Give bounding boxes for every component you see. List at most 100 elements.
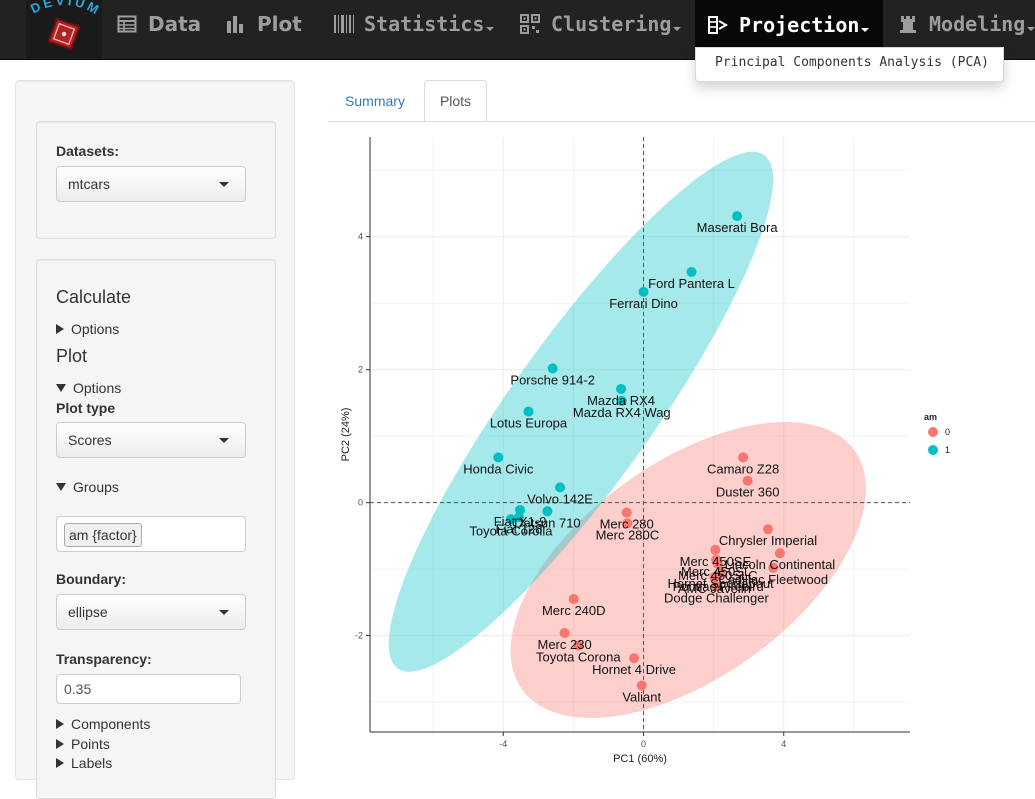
point-label: Chrysler Imperial xyxy=(719,533,817,548)
caret-down-icon xyxy=(486,27,495,31)
boundary-value: ellipse xyxy=(68,604,108,620)
data-point xyxy=(762,524,773,535)
data-point xyxy=(774,548,785,559)
point-label: Ferrari Dino xyxy=(609,296,678,311)
points-toggle-label: Points xyxy=(71,736,110,752)
data-point xyxy=(573,640,584,651)
group-ellipses xyxy=(388,151,866,718)
point-label: Hornet Sportabout xyxy=(668,576,775,591)
point-label: Honda Civic xyxy=(463,461,534,476)
data-point xyxy=(636,680,647,691)
nav-plot[interactable]: Plot xyxy=(226,0,302,48)
point-label: Fiat 128 xyxy=(496,521,543,536)
triangle-down-icon xyxy=(56,483,66,491)
data-point xyxy=(523,406,534,417)
caret-down-icon xyxy=(1027,27,1035,31)
grid xyxy=(370,137,910,732)
dataset-select[interactable]: mtcars xyxy=(56,166,246,202)
point-label: Toyota Corona xyxy=(536,650,621,665)
point-label: Toyota Corolla xyxy=(469,523,553,538)
menu-item-pca[interactable]: Principal Components Analysis (PCA) xyxy=(715,55,989,70)
caret-down-icon xyxy=(219,182,229,187)
pca-options-well: Calculate Options Plot Options Plot type… xyxy=(36,259,276,799)
datasets-label: Datasets: xyxy=(56,143,120,159)
projection-icon xyxy=(708,15,730,35)
point-label: Cadillac Fleetwood xyxy=(718,572,828,587)
ellipse-group-0 xyxy=(510,422,866,718)
labels-toggle-label: Labels xyxy=(71,755,113,771)
plot-type-value: Scores xyxy=(68,432,112,448)
dataset-select-value: mtcars xyxy=(68,176,110,192)
caret-down-icon xyxy=(219,610,229,615)
calculate-options-toggle[interactable]: Options xyxy=(56,321,119,337)
x-tick-label: -4 xyxy=(499,739,507,749)
tab-summary[interactable]: Summary xyxy=(345,93,405,109)
groups-tag[interactable]: am {factor} xyxy=(64,523,142,547)
nav-clustering[interactable]: Clustering xyxy=(520,0,682,48)
calculate-heading: Calculate xyxy=(56,287,132,307)
data-point xyxy=(616,383,627,394)
nav-statistics-label: Statistics xyxy=(364,12,485,36)
point-label: Merc 240D xyxy=(542,603,606,618)
transparency-input[interactable]: 0.35 xyxy=(56,674,241,704)
plot-type-label: Plot type xyxy=(56,400,116,416)
point-label: Valiant xyxy=(622,689,661,704)
y-tick-label: -2 xyxy=(355,631,363,641)
dice-icon xyxy=(47,17,81,51)
data-point xyxy=(515,504,526,515)
legend: am 0 1 xyxy=(924,412,950,455)
tab-divider xyxy=(328,121,1035,122)
point-label: Fiat X1-9 xyxy=(494,514,547,529)
devium-logo[interactable]: DEVIUM xyxy=(26,0,102,58)
data-point xyxy=(493,452,504,463)
y-tick-label: 2 xyxy=(358,365,363,375)
nav-modeling[interactable]: Modeling xyxy=(898,0,1035,48)
point-label: Datsun 710 xyxy=(514,515,581,530)
nav-modeling-label: Modeling xyxy=(929,12,1026,36)
y-tick-label: 4 xyxy=(358,232,363,242)
navbar: DEVIUM Data Plot Statistics Cluster xyxy=(0,0,1035,60)
axes: -4 0 4 -2 0 2 4 xyxy=(355,137,910,749)
projection-dropdown-menu: Principal Components Analysis (PCA) xyxy=(695,47,1004,82)
boundary-select[interactable]: ellipse xyxy=(56,594,246,630)
tab-plots[interactable]: Plots xyxy=(424,80,487,122)
point-label: Hornet 4 Drive xyxy=(592,662,676,677)
point-labels: Maserati Bora Ford Pantera L Ferrari Dino P… xyxy=(463,220,835,704)
point-label: Lincoln Continental xyxy=(725,557,836,572)
ellipse-group-1 xyxy=(388,151,774,672)
point-label: Porsche 914-2 xyxy=(510,372,595,387)
point-label: Merc 450SE xyxy=(680,554,752,569)
point-label: Merc 280 xyxy=(600,517,654,532)
point-label: Merc 230 xyxy=(538,637,592,652)
triangle-down-icon xyxy=(56,384,66,392)
y-tick-label: 0 xyxy=(358,498,363,508)
data-point xyxy=(738,452,749,463)
plot-type-select[interactable]: Scores xyxy=(56,422,246,458)
points-toggle[interactable]: Points xyxy=(56,736,110,752)
boundary-label: Boundary: xyxy=(56,571,126,587)
data-point xyxy=(568,594,579,605)
caret-down-icon xyxy=(219,438,229,443)
plot-options-toggle[interactable]: Options xyxy=(56,380,121,396)
nav-data[interactable]: Data xyxy=(117,0,201,48)
point-label: AMC Javelin xyxy=(678,581,751,596)
labels-toggle[interactable]: Labels xyxy=(56,755,112,771)
groups-input[interactable]: am {factor} xyxy=(56,516,246,552)
point-label: Camaro Z28 xyxy=(707,461,779,476)
point-label: Merc 280C xyxy=(596,527,660,542)
triangle-right-icon xyxy=(56,758,64,768)
data-point xyxy=(559,627,570,638)
pca-scores-plot: Maserati Bora Ford Pantera L Ferrari Dino P… xyxy=(340,137,950,765)
nav-statistics[interactable]: Statistics xyxy=(333,0,495,48)
nav-clustering-label: Clustering xyxy=(551,12,672,36)
tower-icon xyxy=(898,14,920,34)
legend-title: am xyxy=(924,412,937,422)
reference-lines xyxy=(370,137,910,732)
components-toggle[interactable]: Components xyxy=(56,716,150,732)
legend-label: 0 xyxy=(945,427,950,437)
data-point xyxy=(732,211,743,222)
nav-projection[interactable]: Projection xyxy=(695,0,884,50)
groups-toggle[interactable]: Groups xyxy=(56,479,119,495)
y-axis-title: PC2 (24%) xyxy=(340,408,352,462)
data-point xyxy=(514,512,525,523)
